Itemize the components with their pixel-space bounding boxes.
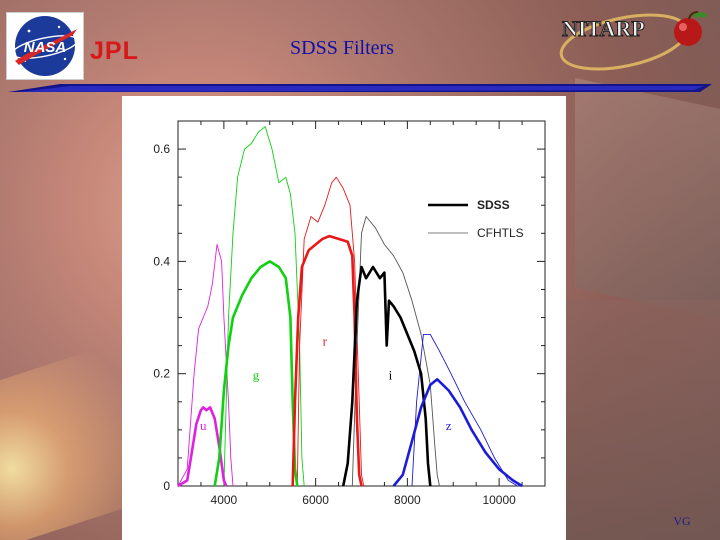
legend-cfhtls-label: CFHTLS bbox=[477, 226, 524, 240]
background-spacecraft-lower bbox=[560, 300, 720, 540]
filter-transmission-chart: 4000 6000 8000 10000 0 0.2 0.4 0.6 u g r i z SDSS C… bbox=[153, 120, 546, 507]
plot-frame bbox=[177, 120, 546, 487]
jpl-logo-icon: JPL bbox=[90, 37, 139, 64]
chart-panel: 4000 6000 8000 10000 0 0.2 0.4 0.6 u g r i z SDSS C… bbox=[122, 96, 566, 540]
legend-sdss-label: SDSS bbox=[477, 198, 510, 212]
band-label-r: r bbox=[323, 334, 328, 349]
series-line-sdss-i bbox=[341, 265, 432, 487]
y-tick-label: 0.6 bbox=[153, 142, 170, 156]
band-label-layer: u g r i z bbox=[200, 334, 452, 433]
title-divider-bar bbox=[0, 80, 716, 94]
band-label-z: z bbox=[446, 418, 452, 433]
background-spacecraft-panel bbox=[575, 77, 720, 323]
series-line-cfhtls-g bbox=[223, 126, 305, 487]
series-line-sdss-z bbox=[392, 377, 523, 488]
nitarp-logo: NITARP bbox=[552, 8, 712, 72]
title-divider-graphic bbox=[8, 84, 712, 92]
nitarp-logo-text: NITARP bbox=[562, 16, 645, 41]
y-tick-label: 0 bbox=[163, 479, 170, 493]
jpl-logo: JPL bbox=[88, 36, 168, 64]
x-tick-label: 4000 bbox=[211, 493, 238, 507]
x-tick-label: 6000 bbox=[302, 493, 329, 507]
footer-tag: VG bbox=[673, 514, 691, 528]
nasa-logo: NASA bbox=[6, 12, 84, 80]
page-title: SDSS Filters bbox=[290, 37, 394, 59]
series-line-cfhtls-r bbox=[296, 176, 365, 487]
nitarp-apple-icon: NITARP bbox=[559, 11, 708, 71]
x-tick-label: 8000 bbox=[394, 493, 421, 507]
nasa-meatball-icon: NASA bbox=[11, 16, 79, 76]
series-layer bbox=[177, 126, 523, 488]
nasa-logo-text: NASA bbox=[24, 39, 67, 56]
x-tick-label: 10000 bbox=[482, 493, 516, 507]
band-label-i: i bbox=[389, 367, 393, 382]
jpl-logo-text: JPL bbox=[90, 37, 139, 64]
series-line-cfhtls-u bbox=[177, 244, 234, 487]
y-tick-label: 0.2 bbox=[153, 367, 170, 381]
band-label-u: u bbox=[200, 418, 207, 433]
y-tick-label: 0.4 bbox=[153, 254, 170, 268]
series-line-cfhtls-z bbox=[411, 333, 518, 487]
legend: SDSS CFHTLS bbox=[428, 198, 524, 240]
series-line-sdss-g bbox=[213, 260, 299, 487]
series-line-sdss-r bbox=[291, 234, 363, 487]
band-label-g: g bbox=[253, 367, 260, 382]
series-line-cfhtls-i bbox=[351, 216, 440, 487]
tick-layer: 4000 6000 8000 10000 0 0.2 0.4 0.6 bbox=[153, 120, 546, 507]
